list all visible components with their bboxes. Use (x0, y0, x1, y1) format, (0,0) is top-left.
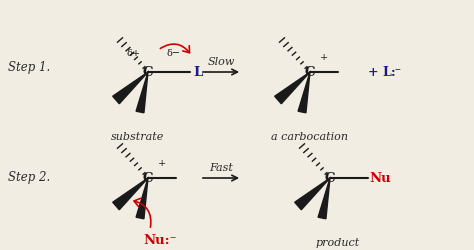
Polygon shape (318, 178, 330, 219)
FancyArrowPatch shape (134, 198, 151, 227)
Text: Step 2.: Step 2. (8, 172, 50, 184)
Polygon shape (136, 178, 148, 219)
FancyArrowPatch shape (160, 44, 190, 53)
Text: Fast: Fast (209, 163, 233, 173)
Text: +: + (158, 160, 166, 168)
Text: C: C (143, 172, 153, 186)
Polygon shape (113, 178, 148, 210)
Text: C: C (143, 66, 153, 80)
Text: Nu:⁻: Nu:⁻ (143, 234, 177, 246)
Text: :⁻: :⁻ (391, 66, 402, 80)
Text: +: + (320, 54, 328, 62)
Polygon shape (295, 178, 330, 210)
Text: substrate: substrate (111, 132, 164, 142)
Text: C: C (325, 172, 335, 186)
Text: Slow: Slow (207, 57, 235, 67)
Text: δ−: δ− (167, 50, 181, 58)
Text: product: product (316, 238, 360, 248)
Text: L: L (193, 66, 202, 80)
Text: + L: + L (368, 66, 392, 80)
Text: Nu: Nu (369, 172, 391, 186)
Polygon shape (298, 72, 310, 113)
Text: Step 1.: Step 1. (8, 62, 50, 74)
Polygon shape (136, 72, 148, 113)
Text: a carbocation: a carbocation (272, 132, 348, 142)
Text: C: C (305, 66, 315, 80)
Text: δ+: δ+ (127, 50, 141, 58)
Polygon shape (275, 72, 310, 104)
Polygon shape (113, 72, 148, 104)
